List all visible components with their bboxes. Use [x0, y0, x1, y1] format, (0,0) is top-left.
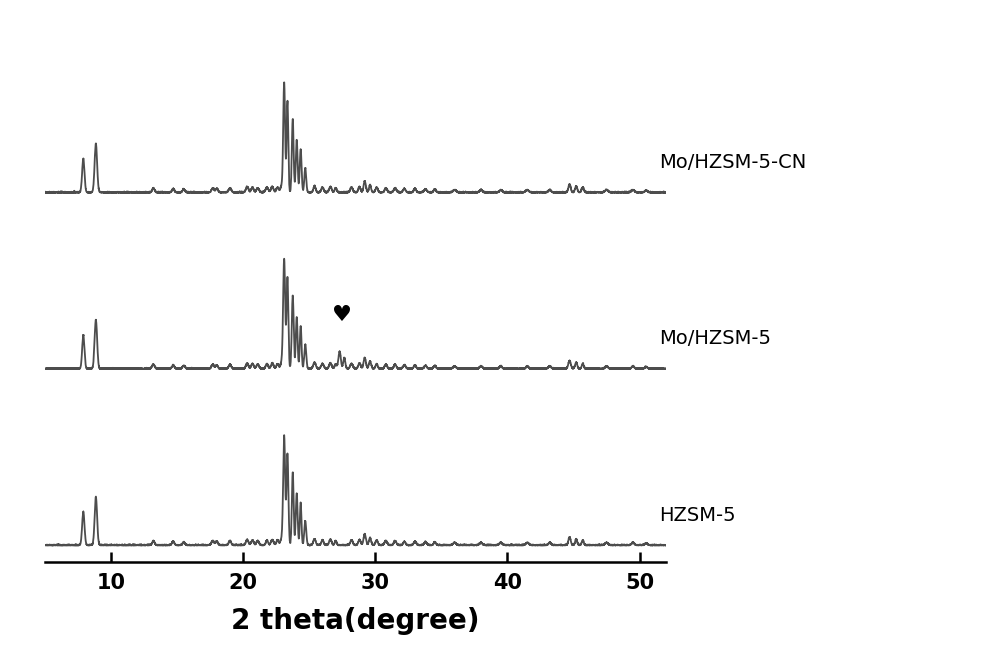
X-axis label: 2 theta(degree): 2 theta(degree)	[231, 607, 480, 635]
Text: Mo/HZSM-5: Mo/HZSM-5	[659, 329, 771, 348]
Text: Mo/HZSM-5-CN: Mo/HZSM-5-CN	[659, 153, 807, 172]
Text: HZSM-5: HZSM-5	[659, 506, 736, 525]
Text: ♥: ♥	[332, 305, 352, 325]
